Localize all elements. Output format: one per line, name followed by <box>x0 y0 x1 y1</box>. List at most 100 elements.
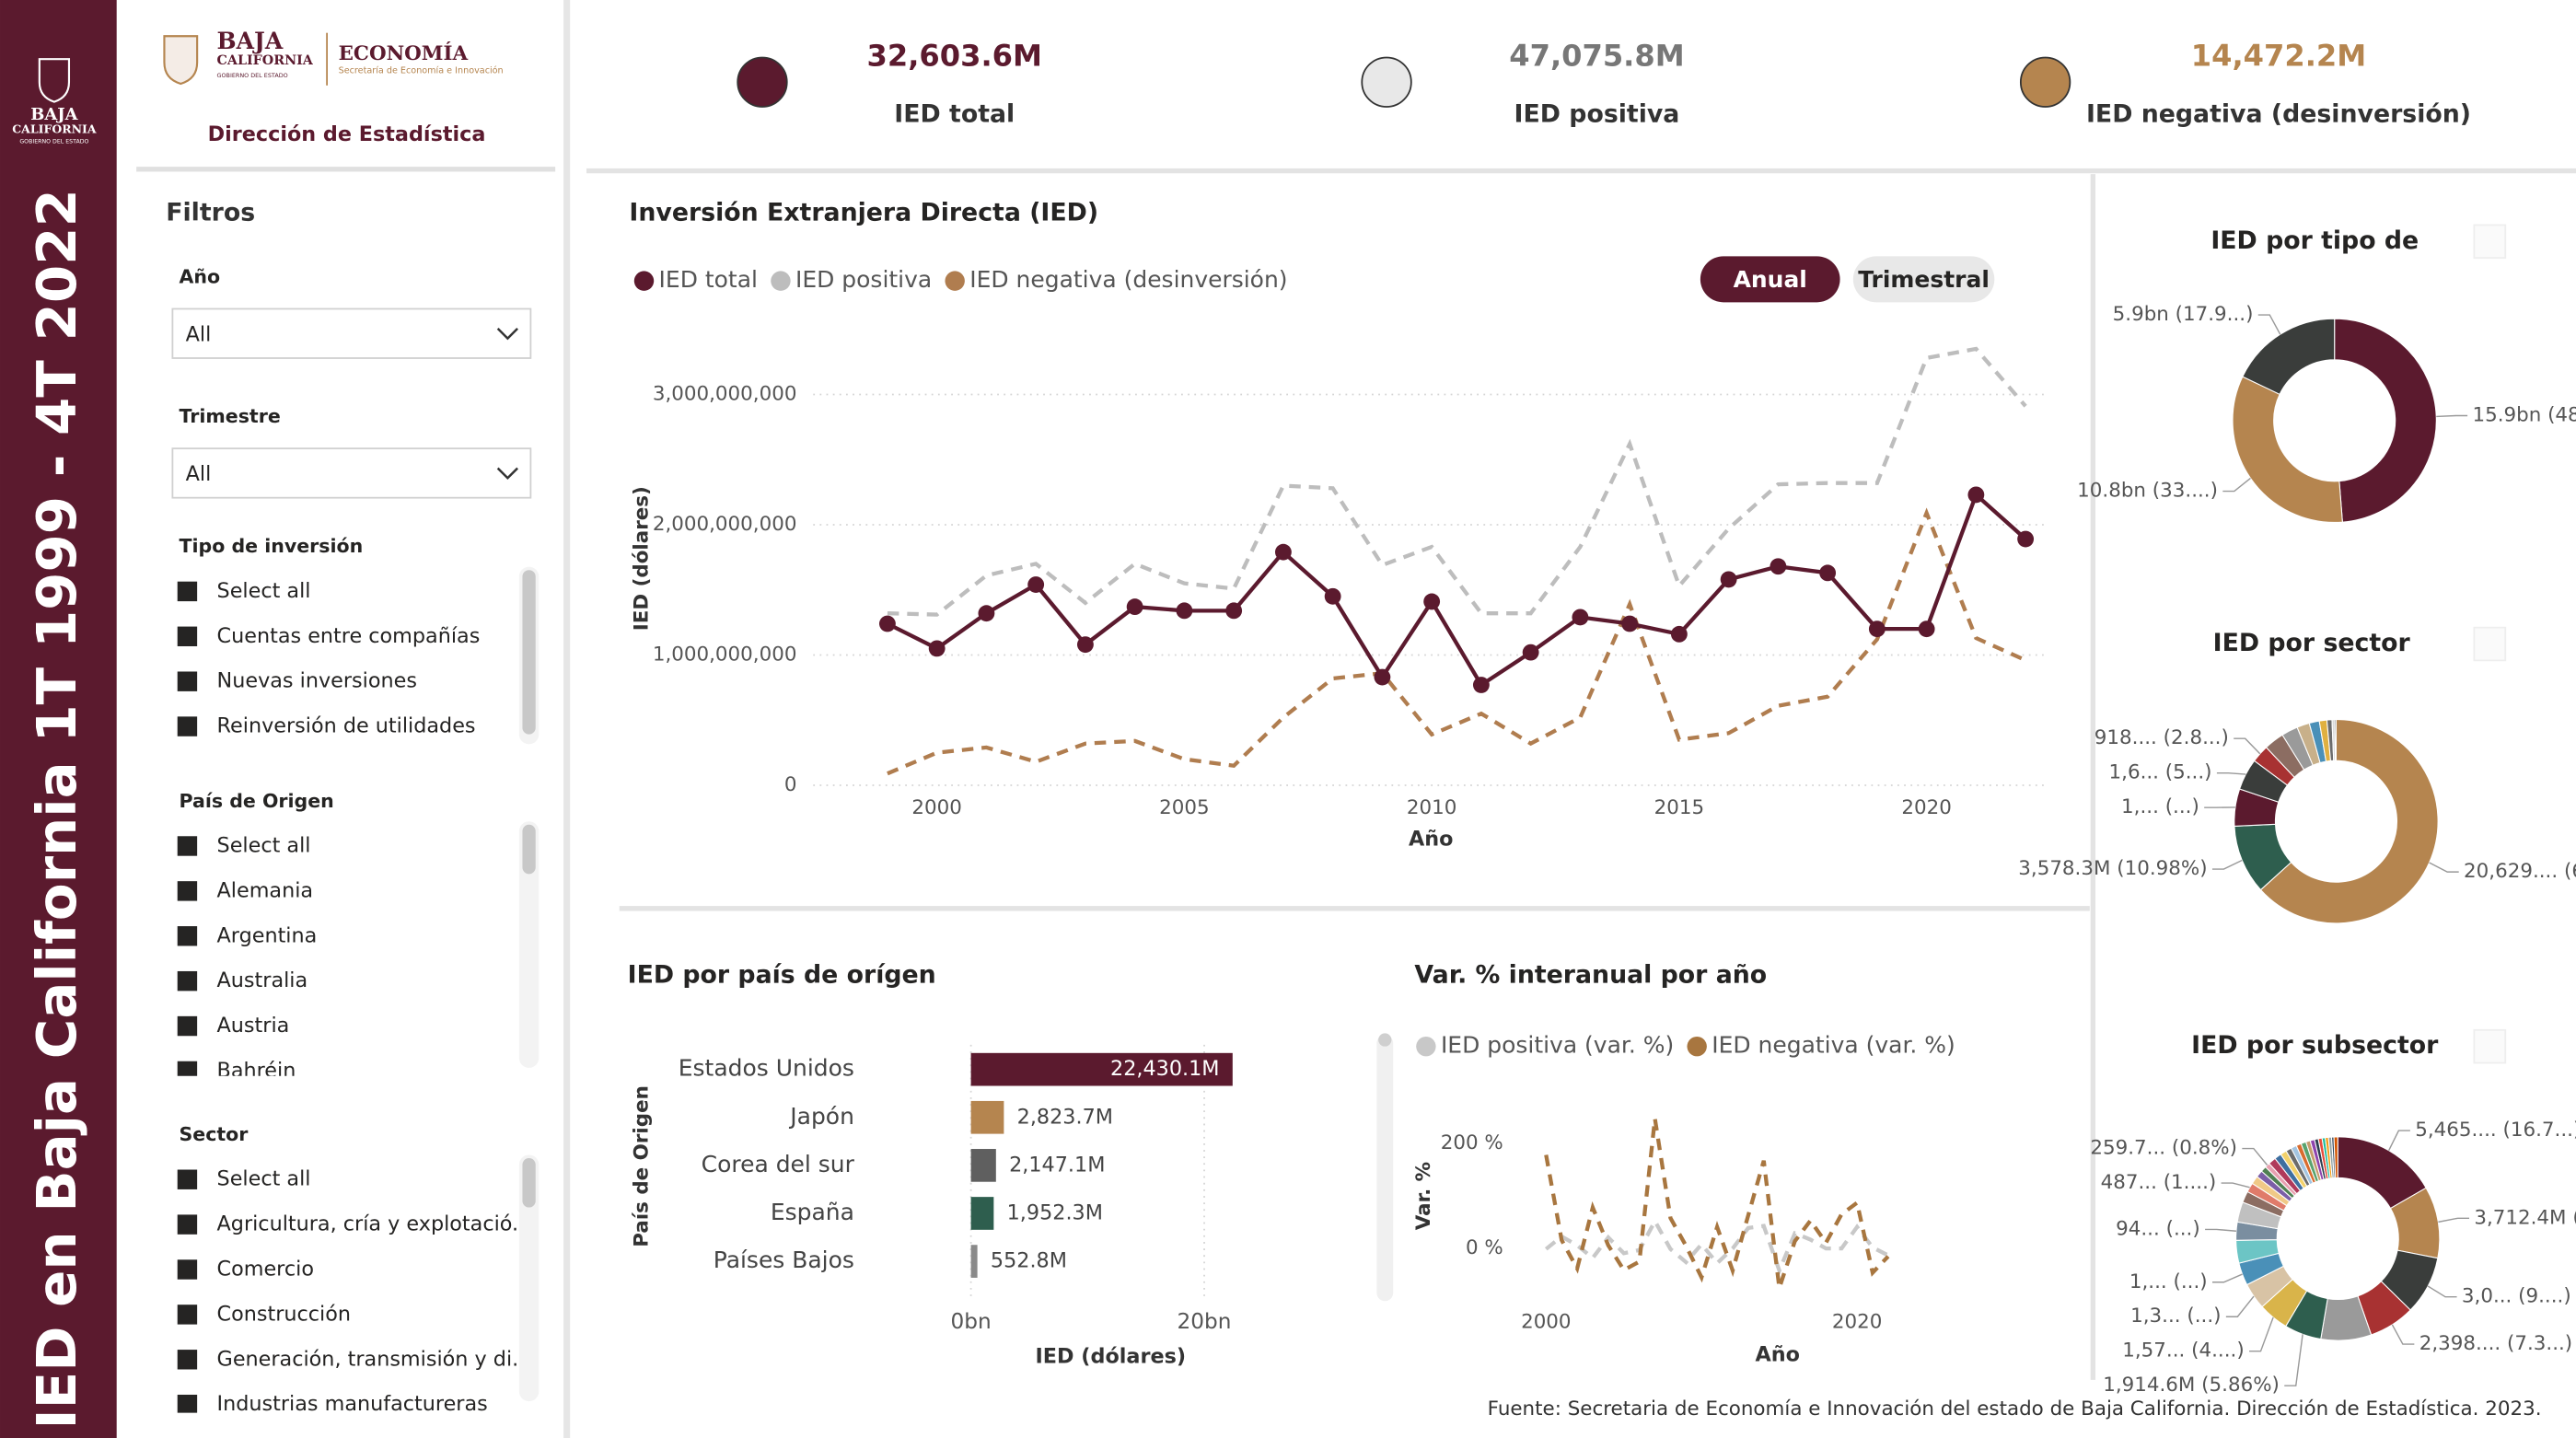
toggle-button-label[interactable]: Anual <box>1734 266 1807 293</box>
checkbox[interactable] <box>177 1259 198 1280</box>
filter-item[interactable]: Austria <box>217 1014 290 1038</box>
checkbox[interactable] <box>177 1169 198 1189</box>
data-point[interactable] <box>1374 668 1391 686</box>
x-axis-label: Año <box>1756 1343 1800 1367</box>
checkbox[interactable] <box>177 1214 198 1235</box>
checkbox[interactable] <box>177 836 198 856</box>
checkbox[interactable] <box>177 716 198 736</box>
filter-item[interactable]: Cuentas entre compañías <box>217 624 481 648</box>
pie-slice[interactable] <box>2333 1136 2338 1179</box>
visual-icon[interactable] <box>2473 626 2507 662</box>
data-point[interactable] <box>1572 609 1589 626</box>
data-point[interactable] <box>1176 602 1193 620</box>
pie-slice[interactable] <box>2334 318 2437 523</box>
checkbox[interactable] <box>177 1394 198 1414</box>
filter-label: Trimestre <box>180 405 281 427</box>
data-point[interactable] <box>1076 636 1094 654</box>
data-point[interactable] <box>1522 644 1539 661</box>
data-point[interactable] <box>1770 558 1787 575</box>
scrollbar-track[interactable] <box>518 821 540 1068</box>
filter-label: País de Origen <box>180 790 334 812</box>
data-point[interactable] <box>1423 593 1441 610</box>
data-label: 3,0... (9....) <box>2462 1285 2571 1308</box>
leader-line <box>2222 477 2251 493</box>
data-point[interactable] <box>1225 602 1243 620</box>
y-tick-label: 3,000,000,000 <box>653 382 797 405</box>
visual-icon[interactable] <box>2473 1028 2507 1064</box>
filter-item[interactable]: Industrias manufactureras <box>217 1392 488 1416</box>
dropdown[interactable] <box>171 307 532 359</box>
checkbox[interactable] <box>177 926 198 946</box>
data-point[interactable] <box>1027 576 1045 593</box>
data-point[interactable] <box>1819 564 1837 582</box>
filter-item[interactable]: Nuevas inversiones <box>217 669 417 693</box>
filter-item[interactable]: Alemania <box>217 878 314 902</box>
filter-item[interactable]: Construcción <box>217 1302 352 1326</box>
data-point[interactable] <box>1720 571 1737 588</box>
leader-line <box>2429 862 2459 873</box>
filter-item[interactable]: Select all <box>217 579 311 603</box>
filter-item[interactable]: Select all <box>217 833 311 857</box>
data-point[interactable] <box>1621 615 1639 632</box>
dashboard-title: IED en Baja California 1T 1999 - 4T 2022 <box>25 189 88 1429</box>
checkbox[interactable] <box>177 1015 198 1037</box>
data-point[interactable] <box>928 640 946 657</box>
scrollbar-thumb[interactable] <box>522 570 536 735</box>
pie-slice[interactable] <box>2232 376 2343 523</box>
scrollbar-thumb[interactable] <box>522 1158 536 1208</box>
pie-slice[interactable] <box>2334 719 2338 761</box>
data-point[interactable] <box>1967 486 1985 504</box>
filter-item[interactable]: Argentina <box>217 923 318 947</box>
checkbox[interactable] <box>177 626 198 646</box>
bar[interactable] <box>970 1197 994 1230</box>
toggle-button-label[interactable]: Trimestral <box>1858 266 1990 293</box>
toggle-button[interactable] <box>1852 256 1995 303</box>
data-point[interactable] <box>1670 625 1688 643</box>
scrollbar-thumb[interactable] <box>1378 1033 1392 1047</box>
filter-item[interactable]: Australia <box>217 968 308 992</box>
data-point[interactable] <box>1126 598 1143 616</box>
data-point[interactable] <box>978 605 995 622</box>
data-point[interactable] <box>1274 543 1292 561</box>
checkbox[interactable] <box>177 671 198 691</box>
legend-label: IED negativa (desinversión) <box>969 266 1287 293</box>
checkbox[interactable] <box>177 970 198 992</box>
checkbox[interactable] <box>177 1350 198 1370</box>
bar[interactable] <box>970 1149 996 1182</box>
filter-item[interactable]: Bahréin <box>217 1059 296 1083</box>
filter-label: Sector <box>180 1123 249 1145</box>
scrollbar[interactable] <box>1376 1035 1394 1302</box>
data-point[interactable] <box>1918 620 1935 638</box>
filter-item[interactable]: Generación, transmisión y di... <box>217 1347 532 1371</box>
data-point[interactable] <box>1472 677 1490 693</box>
filter-item[interactable]: Reinversión de utilidades <box>217 714 476 738</box>
filter-item[interactable]: Select all <box>217 1167 311 1191</box>
checkbox[interactable] <box>177 1305 198 1325</box>
leader-line <box>2234 737 2261 755</box>
data-label: 2,147.1M <box>1009 1153 1105 1177</box>
filter-item[interactable]: Comercio <box>217 1258 314 1281</box>
visual-icon[interactable] <box>2473 224 2507 260</box>
data-label: 2,823.7M <box>1017 1105 1113 1129</box>
pie-slice[interactable] <box>2242 318 2336 396</box>
bar[interactable] <box>970 1052 1233 1086</box>
filter-label: Año <box>180 266 221 288</box>
data-point[interactable] <box>1868 620 1886 638</box>
scrollbar-track[interactable] <box>518 1154 540 1402</box>
pie-slice[interactable] <box>2259 719 2439 924</box>
toggle-button[interactable] <box>1700 256 1840 303</box>
filter-item[interactable]: Agricultura, cría y explotació... <box>217 1212 532 1236</box>
data-label: 94... (...) <box>2116 1217 2200 1240</box>
bar[interactable] <box>970 1100 1004 1134</box>
checkbox[interactable] <box>177 581 198 602</box>
bar[interactable] <box>970 1245 978 1278</box>
data-point[interactable] <box>878 615 896 632</box>
data-label: 1,6... (5...) <box>2109 761 2212 784</box>
scrollbar-thumb[interactable] <box>522 824 536 875</box>
checkbox[interactable] <box>177 881 198 901</box>
checkbox[interactable] <box>177 1061 198 1081</box>
data-point[interactable] <box>1324 587 1341 605</box>
dropdown[interactable] <box>171 447 532 499</box>
data-point[interactable] <box>2017 530 2035 548</box>
